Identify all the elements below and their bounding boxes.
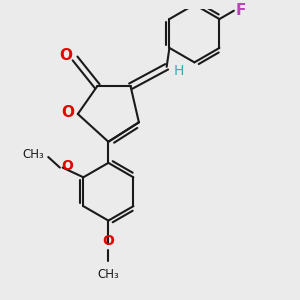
Text: H: H xyxy=(174,64,184,78)
Text: CH₃: CH₃ xyxy=(98,268,119,281)
Text: O: O xyxy=(62,159,74,173)
Text: CH₃: CH₃ xyxy=(22,148,44,161)
Text: O: O xyxy=(61,105,74,120)
Text: O: O xyxy=(59,48,72,63)
Text: F: F xyxy=(236,3,246,18)
Text: O: O xyxy=(102,234,114,248)
